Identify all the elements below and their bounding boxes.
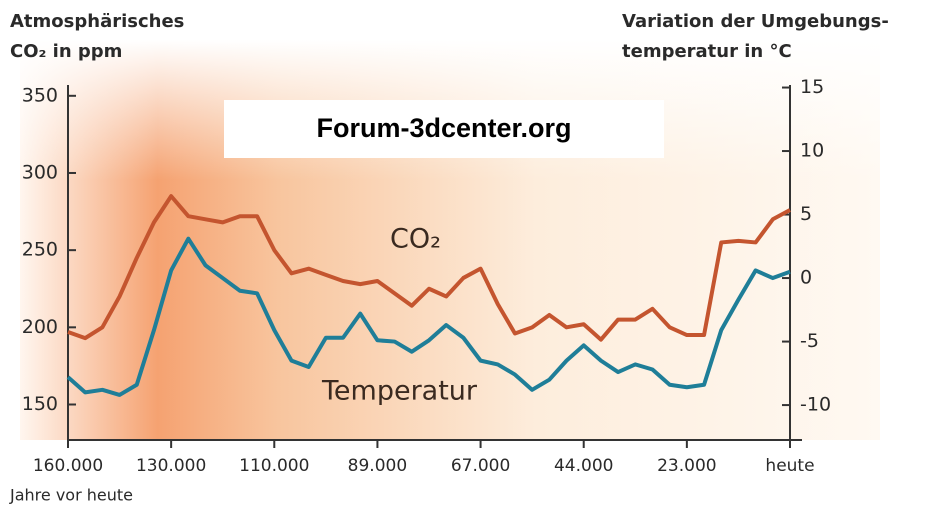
- series-line: [66, 236, 791, 397]
- left-axis-title: CO₂ in ppm: [10, 41, 122, 62]
- right-axis-title: Variation der Umgebungs-: [622, 11, 889, 32]
- left-axis-title: Atmosphärisches: [10, 11, 184, 32]
- x-axis-title: Jahre vor heute: [9, 486, 133, 505]
- watermark-box: [224, 100, 664, 158]
- series-label: CO₂: [390, 224, 441, 255]
- x-tick-label: 67.000: [451, 456, 510, 476]
- x-tick-label: 23.000: [657, 456, 716, 476]
- series-line: [67, 194, 791, 342]
- y-tick-label: 250: [22, 239, 58, 261]
- y-tick-label: 150: [22, 393, 58, 415]
- y-tick-label: 350: [22, 84, 58, 106]
- y2-tick-label: 5: [800, 203, 812, 225]
- y2-tick-label: 10: [800, 140, 824, 162]
- y2-tick-label: -5: [800, 330, 819, 352]
- y2-tick-label: 15: [800, 76, 824, 98]
- x-tick-label: 89.000: [348, 456, 407, 476]
- x-tick-label: heute: [765, 456, 814, 476]
- y-tick-label: 300: [22, 161, 58, 183]
- right-axis-title: temperatur in °C: [622, 41, 792, 62]
- y-tick-label: 200: [22, 316, 58, 338]
- y2-tick-label: -10: [800, 394, 831, 416]
- series-label: Temperatur: [321, 376, 478, 407]
- x-tick-label: 160.000: [33, 456, 103, 476]
- x-tick-label: 110.000: [239, 456, 309, 476]
- y2-tick-label: 0: [800, 267, 812, 289]
- x-tick-label: 130.000: [136, 456, 206, 476]
- watermark: Forum-3dcenter.org: [316, 113, 571, 143]
- x-tick-label: 44.000: [554, 456, 613, 476]
